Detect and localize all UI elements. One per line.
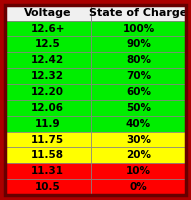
Bar xyxy=(5,132,91,147)
Bar xyxy=(5,179,91,195)
Text: 10%: 10% xyxy=(126,166,151,176)
Bar xyxy=(5,116,91,132)
Bar xyxy=(91,68,186,84)
Text: 12.42: 12.42 xyxy=(31,55,64,65)
Bar xyxy=(91,36,186,52)
Text: 20%: 20% xyxy=(126,150,151,160)
Bar xyxy=(5,100,91,116)
Text: 90%: 90% xyxy=(126,39,151,49)
Bar xyxy=(5,68,91,84)
Text: Voltage: Voltage xyxy=(24,8,71,18)
Bar xyxy=(5,36,91,52)
Text: 40%: 40% xyxy=(126,119,151,129)
Bar xyxy=(91,52,186,68)
Text: State of Charge: State of Charge xyxy=(89,8,188,18)
Text: 12.6+: 12.6+ xyxy=(31,24,65,34)
Text: 12.5: 12.5 xyxy=(35,39,61,49)
Text: 12.20: 12.20 xyxy=(31,87,64,97)
Text: 12.06: 12.06 xyxy=(31,103,64,113)
Bar xyxy=(91,116,186,132)
Text: 0%: 0% xyxy=(130,182,147,192)
Bar xyxy=(5,21,91,36)
Bar xyxy=(5,147,91,163)
Bar xyxy=(5,163,91,179)
Text: 50%: 50% xyxy=(126,103,151,113)
Bar xyxy=(91,84,186,100)
Text: 80%: 80% xyxy=(126,55,151,65)
Text: 11.75: 11.75 xyxy=(31,135,64,145)
Bar xyxy=(91,132,186,147)
Text: 70%: 70% xyxy=(126,71,151,81)
Text: 12.32: 12.32 xyxy=(31,71,64,81)
Text: 11.9: 11.9 xyxy=(35,119,61,129)
Bar xyxy=(5,84,91,100)
Text: 10.5: 10.5 xyxy=(35,182,61,192)
Text: 100%: 100% xyxy=(122,24,155,34)
Bar xyxy=(91,100,186,116)
Bar xyxy=(91,147,186,163)
Text: 11.58: 11.58 xyxy=(31,150,64,160)
Bar xyxy=(91,163,186,179)
Bar xyxy=(91,179,186,195)
Bar xyxy=(5,5,91,21)
Text: 60%: 60% xyxy=(126,87,151,97)
Text: 30%: 30% xyxy=(126,135,151,145)
Bar xyxy=(91,21,186,36)
Text: 11.31: 11.31 xyxy=(31,166,64,176)
Bar xyxy=(91,5,186,21)
Bar xyxy=(5,52,91,68)
